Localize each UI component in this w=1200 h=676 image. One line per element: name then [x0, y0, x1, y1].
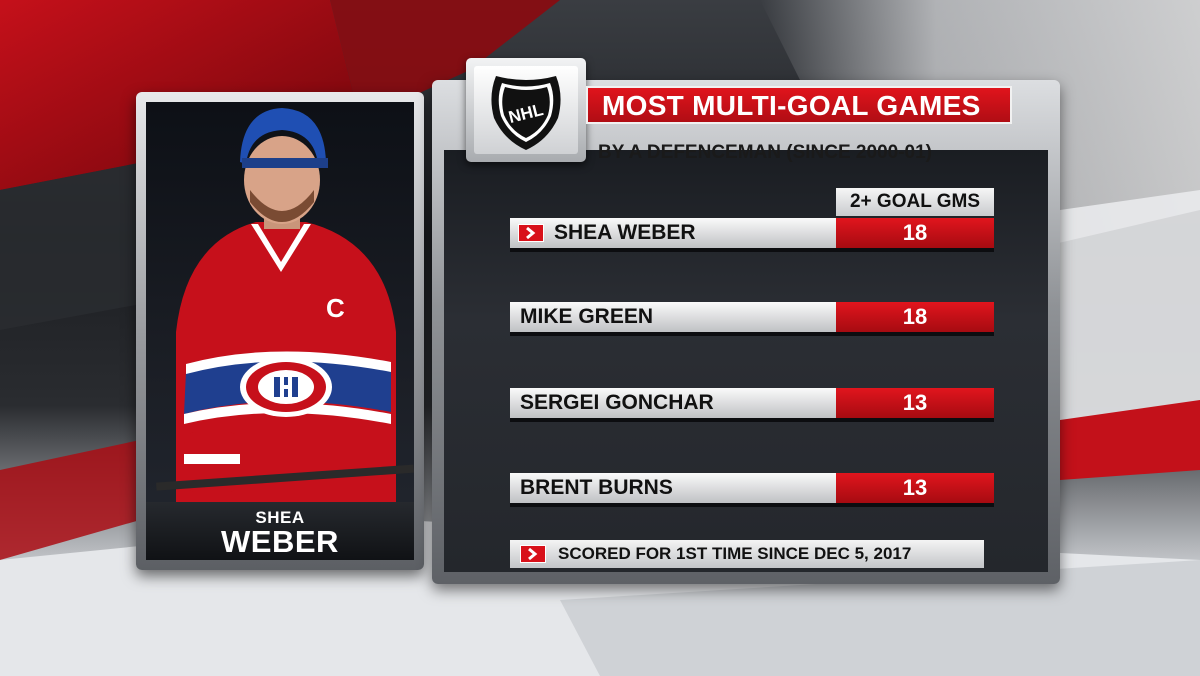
- footnote-text: SCORED FOR 1ST TIME SINCE DEC 5, 2017: [558, 544, 912, 563]
- row-player-name: SERGEI GONCHAR: [510, 388, 836, 418]
- graphic-title: MOST MULTI-GOAL GAMES: [602, 90, 981, 121]
- chevron-right-icon: [518, 224, 544, 242]
- svg-text:C: C: [326, 293, 345, 323]
- row-goal-games: 13: [836, 473, 994, 503]
- row-player-name: MIKE GREEN: [510, 302, 836, 332]
- row-player-name: SHEA WEBER: [554, 221, 696, 244]
- row-player-name: BRENT BURNS: [510, 473, 836, 503]
- player-illustration: C: [156, 108, 414, 502]
- footnote-bar: SCORED FOR 1ST TIME SINCE DEC 5, 2017: [510, 540, 984, 568]
- table-row: SHEA WEBER 18: [510, 218, 994, 252]
- nhl-shield-logo: NHL: [491, 76, 561, 150]
- table-row: MIKE GREEN 18: [510, 302, 994, 336]
- player-card: C SHEA WEBER: [136, 92, 424, 570]
- player-nameplate: SHEA WEBER: [146, 502, 414, 560]
- player-last-name: WEBER: [221, 524, 339, 559]
- column-header: 2+ GOAL GMS: [836, 188, 994, 216]
- row-goal-games: 18: [836, 302, 994, 332]
- row-goal-games: 13: [836, 388, 994, 418]
- row-goal-games: 18: [836, 218, 994, 248]
- table-row: SERGEI GONCHAR 13: [510, 388, 994, 422]
- graphic-subtitle: BY A DEFENCEMAN (SINCE 2000-01): [598, 142, 932, 163]
- player-photo: C: [146, 102, 414, 502]
- nhl-logo-frame: NHL: [466, 58, 586, 162]
- table-row: BRENT BURNS 13: [510, 473, 994, 507]
- title-bar: MOST MULTI-GOAL GAMES: [586, 86, 1012, 124]
- chevron-right-icon: [520, 545, 546, 563]
- player-first-name: SHEA: [255, 508, 305, 527]
